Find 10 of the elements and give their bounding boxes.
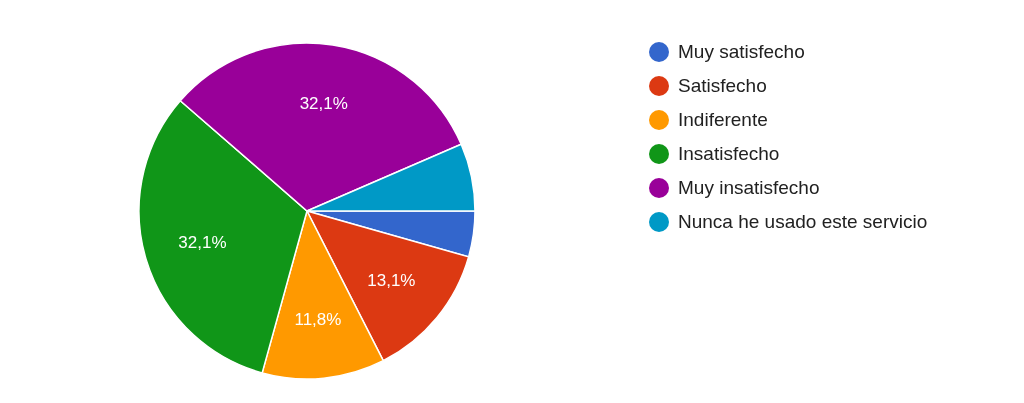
- legend-label: Muy satisfecho: [678, 41, 805, 63]
- data-label: 32,1%: [178, 232, 227, 252]
- data-label: 13,1%: [367, 270, 416, 290]
- legend-label: Indiferente: [678, 109, 768, 131]
- legend-label: Satisfecho: [678, 75, 767, 97]
- legend-label: Nunca he usado este servicio: [678, 211, 928, 233]
- legend-label: Muy insatisfecho: [678, 177, 820, 199]
- data-label: 11,8%: [294, 310, 342, 330]
- legend-label: Insatisfecho: [678, 143, 780, 165]
- data-label: 32,1%: [299, 93, 348, 113]
